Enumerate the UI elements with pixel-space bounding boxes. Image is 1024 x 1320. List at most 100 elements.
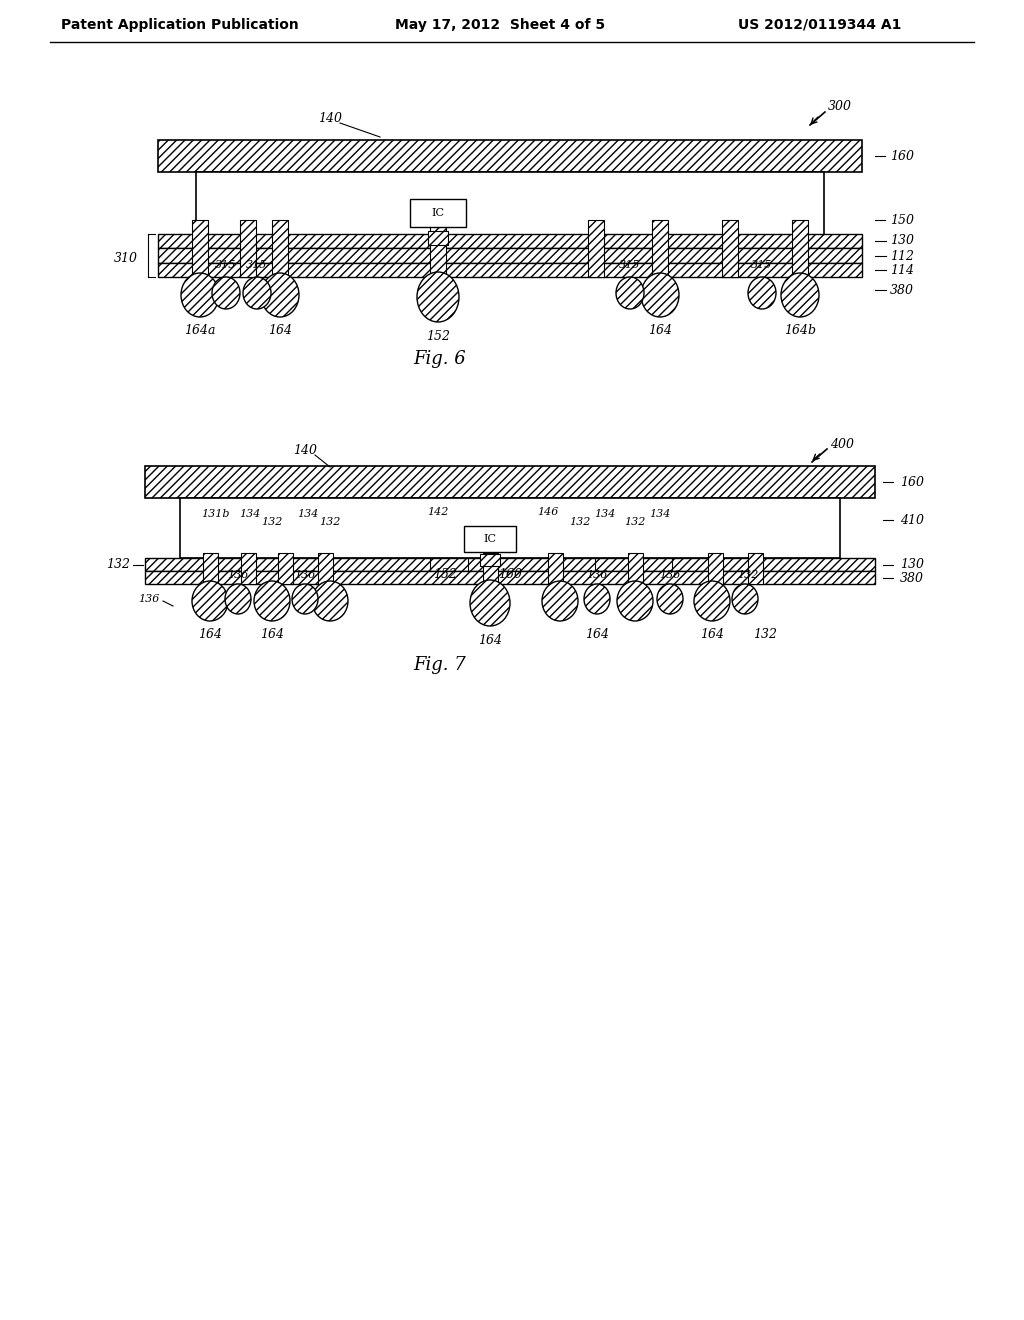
Text: Fig. 7: Fig. 7 bbox=[414, 656, 466, 675]
Text: 164: 164 bbox=[478, 634, 502, 647]
Text: 315: 315 bbox=[752, 260, 773, 271]
Bar bbox=[430, 220, 446, 277]
Ellipse shape bbox=[261, 273, 299, 317]
Text: 114: 114 bbox=[890, 264, 914, 276]
Text: 160: 160 bbox=[900, 475, 924, 488]
Text: 140: 140 bbox=[318, 111, 342, 124]
Ellipse shape bbox=[225, 583, 251, 614]
Text: 130: 130 bbox=[890, 235, 914, 248]
Ellipse shape bbox=[542, 581, 578, 620]
Ellipse shape bbox=[312, 581, 348, 620]
Bar bbox=[428, 231, 449, 246]
Text: 132: 132 bbox=[319, 517, 341, 527]
Text: 164a: 164a bbox=[184, 325, 216, 338]
Bar bbox=[240, 220, 256, 277]
Bar bbox=[410, 199, 466, 227]
Text: 132: 132 bbox=[753, 628, 777, 642]
Bar bbox=[548, 553, 563, 583]
Text: 134: 134 bbox=[594, 510, 615, 519]
Bar bbox=[203, 553, 218, 583]
Text: Patent Application Publication: Patent Application Publication bbox=[61, 18, 299, 32]
Text: 315: 315 bbox=[247, 260, 267, 271]
Ellipse shape bbox=[254, 581, 290, 620]
Ellipse shape bbox=[470, 579, 510, 626]
Ellipse shape bbox=[243, 277, 271, 309]
Bar bbox=[480, 554, 500, 566]
Text: 410: 410 bbox=[900, 513, 924, 527]
Text: 142: 142 bbox=[427, 507, 449, 517]
Bar bbox=[158, 263, 862, 277]
Text: 160: 160 bbox=[498, 569, 522, 582]
Ellipse shape bbox=[181, 273, 219, 317]
Text: US 2012/0119344 A1: US 2012/0119344 A1 bbox=[738, 18, 902, 32]
Text: 131b: 131b bbox=[201, 510, 229, 519]
Bar bbox=[145, 572, 874, 583]
Text: 112: 112 bbox=[890, 249, 914, 263]
Bar bbox=[652, 220, 668, 277]
Ellipse shape bbox=[193, 581, 228, 620]
Text: 136: 136 bbox=[227, 570, 249, 579]
Bar bbox=[193, 220, 208, 277]
Text: 164: 164 bbox=[260, 628, 284, 642]
Bar bbox=[708, 553, 723, 583]
Text: 132: 132 bbox=[569, 517, 591, 527]
Bar bbox=[748, 553, 763, 583]
Bar bbox=[628, 553, 643, 583]
Ellipse shape bbox=[732, 583, 758, 614]
Bar bbox=[145, 558, 874, 572]
Text: 134: 134 bbox=[297, 510, 318, 519]
Ellipse shape bbox=[617, 581, 653, 620]
Text: 136: 136 bbox=[659, 570, 681, 579]
Ellipse shape bbox=[616, 277, 644, 309]
Bar bbox=[464, 525, 516, 552]
Bar bbox=[483, 553, 498, 583]
Text: 380: 380 bbox=[890, 284, 914, 297]
Text: Fig. 6: Fig. 6 bbox=[414, 350, 466, 368]
Ellipse shape bbox=[417, 272, 459, 322]
Ellipse shape bbox=[584, 583, 610, 614]
Bar bbox=[241, 553, 256, 583]
Ellipse shape bbox=[748, 277, 776, 309]
Text: 136: 136 bbox=[138, 594, 160, 605]
Text: 164b: 164b bbox=[784, 325, 816, 338]
Text: 164: 164 bbox=[585, 628, 609, 642]
Text: 152: 152 bbox=[426, 330, 450, 342]
Text: 132: 132 bbox=[261, 517, 283, 527]
Text: 134: 134 bbox=[240, 510, 261, 519]
Text: 400: 400 bbox=[830, 437, 854, 450]
Text: 315: 315 bbox=[620, 260, 641, 271]
Text: 130: 130 bbox=[900, 558, 924, 572]
Bar bbox=[318, 553, 333, 583]
Text: May 17, 2012  Sheet 4 of 5: May 17, 2012 Sheet 4 of 5 bbox=[395, 18, 605, 32]
Text: 164: 164 bbox=[198, 628, 222, 642]
Text: 315: 315 bbox=[215, 260, 237, 271]
Ellipse shape bbox=[657, 583, 683, 614]
Bar bbox=[180, 498, 840, 558]
Text: 152: 152 bbox=[433, 569, 457, 582]
Ellipse shape bbox=[212, 277, 240, 309]
Text: 134: 134 bbox=[649, 510, 671, 519]
Ellipse shape bbox=[292, 583, 318, 614]
Text: 132: 132 bbox=[625, 517, 646, 527]
Text: 140: 140 bbox=[293, 444, 317, 457]
Ellipse shape bbox=[781, 273, 819, 317]
Bar bbox=[722, 220, 738, 277]
Bar bbox=[588, 220, 604, 277]
Bar bbox=[792, 220, 808, 277]
Text: 164: 164 bbox=[648, 325, 672, 338]
Text: 160: 160 bbox=[890, 149, 914, 162]
Text: 380: 380 bbox=[900, 572, 924, 585]
Bar bbox=[278, 553, 293, 583]
Bar bbox=[158, 248, 862, 263]
Text: 310: 310 bbox=[114, 252, 138, 265]
Text: 300: 300 bbox=[828, 100, 852, 114]
Text: 132: 132 bbox=[737, 570, 759, 579]
Text: IC: IC bbox=[431, 209, 444, 218]
Text: 132: 132 bbox=[106, 558, 130, 572]
Text: 150: 150 bbox=[890, 214, 914, 227]
Ellipse shape bbox=[641, 273, 679, 317]
Text: 136: 136 bbox=[587, 570, 607, 579]
Text: 136: 136 bbox=[294, 570, 315, 579]
Text: 164: 164 bbox=[268, 325, 292, 338]
Bar bbox=[158, 140, 862, 172]
